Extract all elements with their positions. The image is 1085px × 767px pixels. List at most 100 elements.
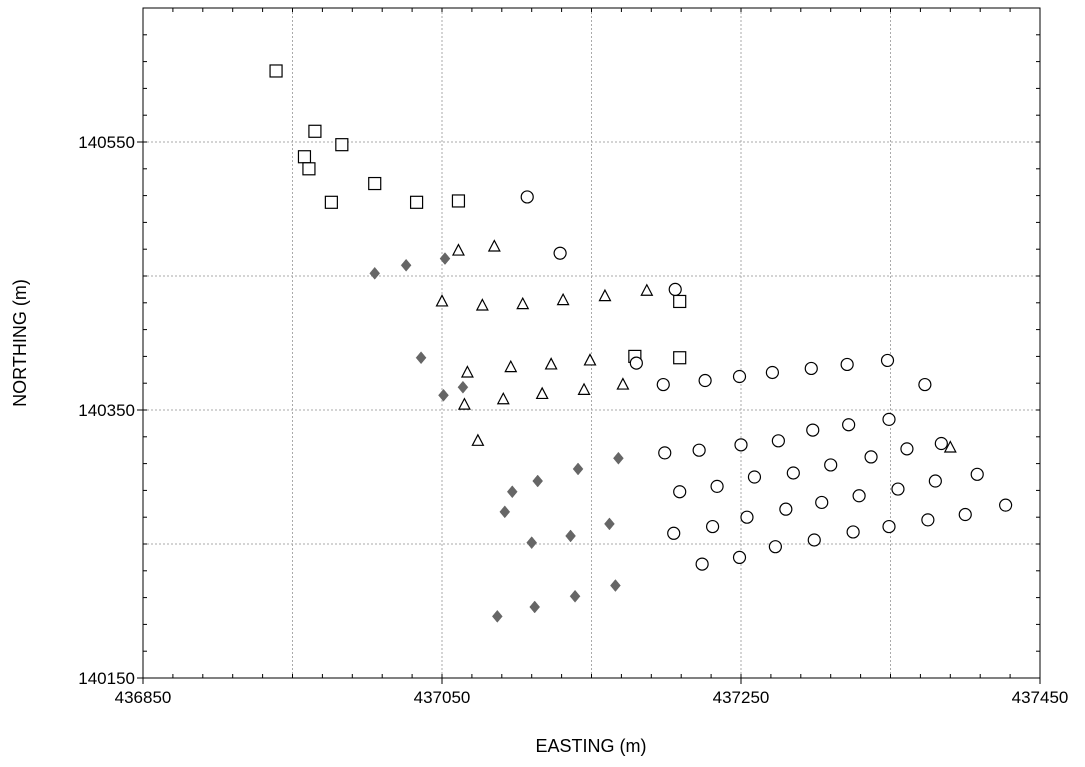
circle-point — [921, 513, 935, 527]
circle-point — [695, 557, 709, 571]
circle-point — [840, 357, 854, 372]
square-point — [409, 195, 424, 209]
square-point — [335, 138, 349, 152]
circle-point — [882, 519, 896, 534]
triangle-point — [577, 382, 591, 395]
circle-point — [771, 434, 785, 448]
circle-point — [970, 467, 984, 481]
diamond-point — [565, 529, 576, 543]
y-axis-title: NORTHING (m) — [10, 279, 30, 407]
triangle-point — [516, 296, 530, 310]
circle-point — [747, 470, 762, 484]
triangle-point — [583, 353, 597, 366]
triangle-point — [943, 440, 957, 453]
square-point — [308, 124, 322, 138]
diamond-point — [572, 462, 584, 476]
circle-point — [629, 356, 643, 370]
circle-point — [779, 502, 793, 516]
square-point — [324, 195, 338, 209]
diamond-point — [457, 380, 469, 394]
circle-point — [918, 377, 932, 392]
square-point — [673, 294, 687, 309]
square-point — [302, 162, 316, 176]
circle-point — [553, 246, 567, 260]
x-tick-label: 437450 — [1012, 688, 1069, 707]
circle-point — [804, 361, 818, 376]
square-point — [269, 64, 283, 78]
circle-point — [786, 466, 800, 480]
x-tick-label: 436850 — [115, 688, 172, 707]
circle-point — [900, 442, 914, 456]
circle-point — [667, 526, 681, 540]
circle-point — [928, 474, 942, 488]
diamond-point — [506, 485, 518, 499]
diamond-point — [369, 266, 381, 280]
diamond-point — [438, 388, 449, 402]
circle-point — [846, 525, 860, 539]
triangle-point — [496, 391, 510, 405]
triangle-point — [640, 283, 654, 296]
circle-point — [815, 495, 829, 510]
circle-point — [999, 498, 1013, 512]
circle-point — [768, 540, 782, 554]
circle-point — [710, 479, 724, 493]
data-points — [269, 64, 1013, 623]
circle-point — [673, 485, 687, 499]
diamond-point — [491, 609, 503, 623]
square-point — [673, 351, 687, 365]
diamond-point — [400, 258, 412, 272]
circle-point — [705, 519, 720, 534]
circle-point — [882, 412, 896, 426]
triangle-point — [616, 377, 630, 390]
diamond-point — [613, 451, 624, 465]
diamond-point — [569, 589, 581, 603]
circle-point — [891, 482, 905, 496]
triangle-point — [475, 298, 489, 311]
triangle-point — [598, 288, 612, 302]
triangle-point — [460, 365, 474, 378]
square-point — [368, 176, 382, 191]
circle-point — [824, 458, 838, 472]
circle-point — [732, 550, 747, 565]
diamond-point — [499, 505, 511, 519]
circle-point — [698, 373, 712, 388]
diamond-point — [529, 600, 541, 614]
square-point — [451, 194, 466, 208]
circle-point — [765, 365, 779, 380]
circle-point — [842, 418, 856, 432]
diamond-point — [439, 252, 451, 265]
triangle-point — [457, 397, 471, 410]
triangle-point — [451, 243, 465, 256]
y-tick-label: 140550 — [78, 133, 135, 152]
triangle-point — [487, 239, 501, 252]
diamond-point — [604, 517, 615, 531]
diamond-point — [610, 579, 621, 592]
circle-point — [732, 369, 747, 384]
triangle-point — [544, 357, 558, 370]
axis-ticks: 436850 437050 437250 437450 140150 140350 1405… — [78, 7, 1069, 707]
x-tick-label: 437250 — [713, 688, 770, 707]
diamond-point — [532, 474, 544, 488]
circle-point — [656, 377, 670, 392]
circle-point — [740, 510, 754, 524]
circle-point — [806, 423, 820, 437]
circle-point — [734, 438, 748, 452]
x-tick-label: 437050 — [414, 688, 471, 707]
circle-point — [864, 450, 878, 464]
circle-point — [958, 507, 972, 522]
circle-point — [658, 446, 672, 460]
circle-point — [880, 353, 895, 368]
triangle-point — [435, 294, 449, 307]
x-axis-title: EASTING (m) — [536, 736, 647, 756]
y-tick-label: 140350 — [78, 401, 135, 420]
circle-point — [852, 489, 866, 503]
square-point — [297, 150, 312, 164]
grid-lines — [143, 8, 1040, 678]
circle-point — [807, 533, 821, 547]
y-tick-label: 140150 — [78, 669, 135, 688]
diamond-point — [415, 351, 427, 365]
triangle-point — [504, 359, 518, 373]
triangle-point — [471, 433, 485, 446]
triangle-point — [535, 386, 549, 400]
